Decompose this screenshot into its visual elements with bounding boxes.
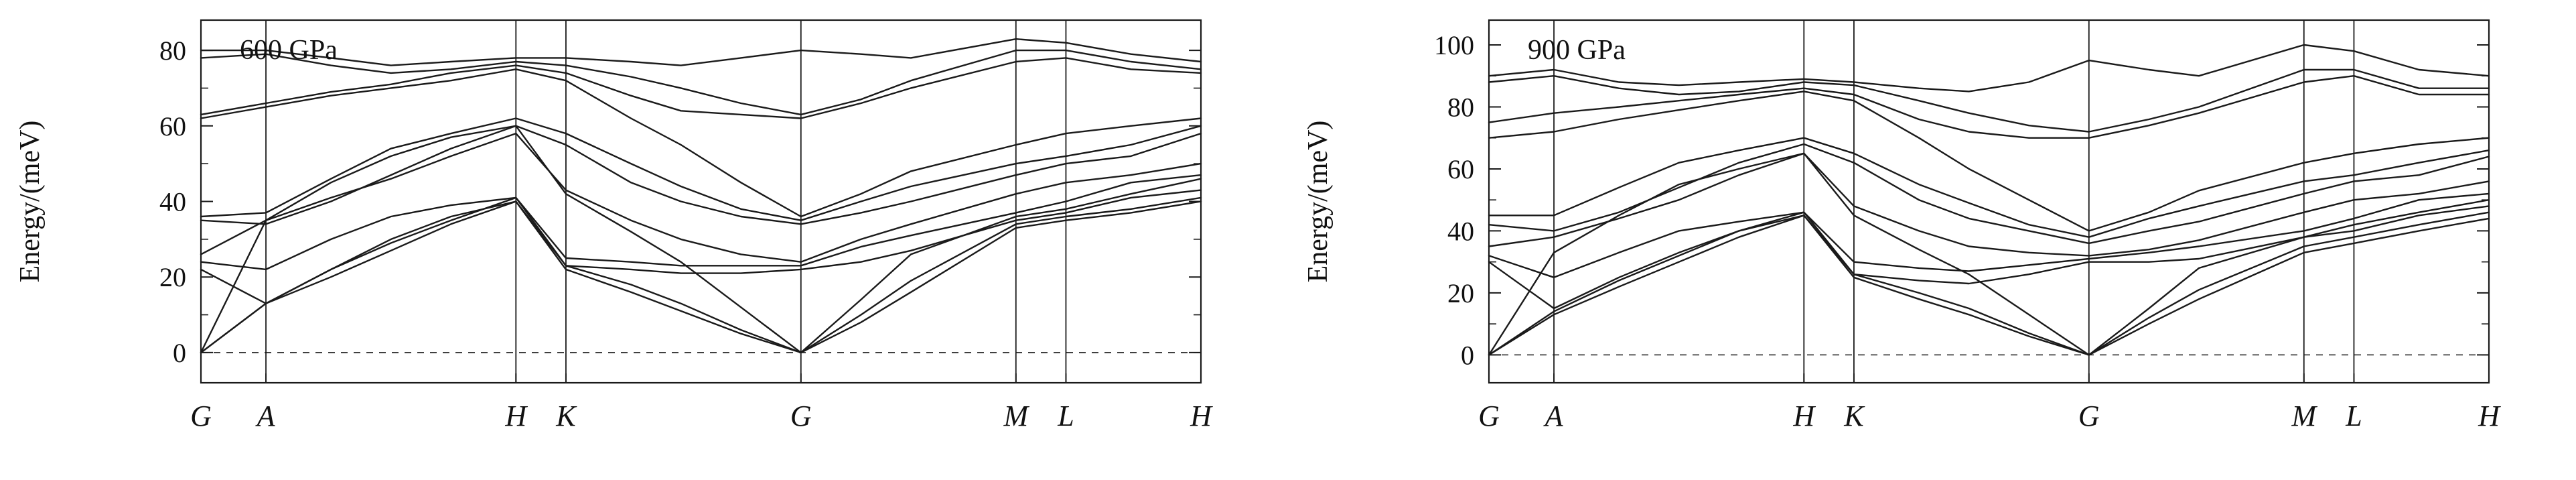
y-axis-label: Energy/(meV) [1303,121,1334,283]
x-tick-label: K [1843,400,1865,432]
y-tick-label: 80 [1447,92,1474,122]
x-tick-label: M [1003,400,1029,432]
y-tick-label: 60 [1447,154,1474,184]
phonon-branch-01 [1488,215,2490,356]
pressure-label: 900 GPa [1528,35,1626,66]
y-tick-label: 100 [1434,30,1474,60]
phonon-branch-12 [1488,44,2490,93]
phonon-branch-04 [1488,205,2490,310]
phonon-branch-02 [1488,211,2490,356]
phonon-branch-05 [200,174,1202,271]
phonon-branch-08 [200,117,1202,221]
phonon-branch-04 [200,189,1202,304]
phonon-branch-12 [200,38,1202,66]
x-tick-label: G [1478,400,1500,432]
phonon-branch-10 [200,57,1202,119]
phonon-branch-01 [200,200,1202,354]
x-tick-label: G [2078,400,2100,432]
phonon-branch-06 [1488,152,2490,257]
phonon-branch-11 [200,49,1202,116]
phonon-chart-600gpa: G A H K G M L H 0 20 40 60 80 Energy/(meV) 600 GPa [15,19,1213,432]
phonon-branch-07 [1488,143,2490,245]
y-tick-label: 60 [159,111,186,141]
x-tick-label: A [1543,400,1564,432]
phonon-branch-08 [1488,137,2490,238]
y-axis-label: Energy/(meV) [15,121,46,283]
phonon-branch-03 [1488,152,2490,356]
phonon-branch-03 [200,125,1202,354]
x-tick-label: A [255,400,276,432]
phonon-branch-09 [1488,91,2490,232]
phonon-branch-07 [200,125,1202,225]
x-tick-label: H [504,400,528,432]
y-tick-label: 40 [1447,216,1474,246]
y-tick-label: 20 [159,262,186,292]
phonon-branch-10 [1488,74,2490,139]
x-tick-label: G [790,400,812,432]
x-tick-label: G [190,400,212,432]
x-tick-label: H [1792,400,1816,432]
x-tick-label: H [1190,400,1213,432]
y-tick-label: 0 [1461,340,1474,370]
y-tick-label: 80 [159,36,186,66]
plot-frame [200,19,1202,384]
phonon-branch-11 [1488,68,2490,133]
y-tick-label: 20 [1447,278,1474,308]
phonon-branch-09 [200,68,1202,218]
pressure-label: 600 GPa [240,35,338,66]
y-tick-label: 0 [173,338,186,368]
phonon-branch-06 [200,132,1202,263]
x-tick-label: L [2345,400,2362,432]
x-tick-label: L [1057,400,1074,432]
x-tick-label: H [2478,400,2501,432]
phonon-branch-05 [1488,192,2490,278]
x-tick-label: K [555,400,577,432]
x-tick-label: M [2291,400,2317,432]
y-tick-label: 40 [159,187,186,217]
phonon-chart-900gpa: G A H K G M L H 0 20 40 60 80 100 Energy/(meV) 900 GPa [1288,0,2576,480]
plot-frame [1488,19,2490,384]
phonon-branch-02 [200,196,1202,354]
